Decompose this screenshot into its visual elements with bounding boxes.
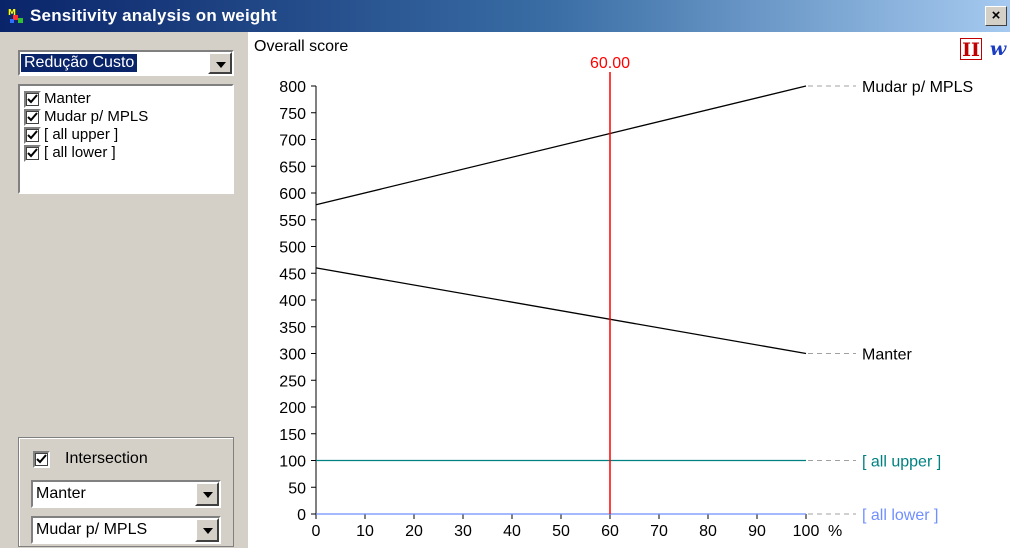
y-tick-label: 350 bbox=[279, 320, 306, 337]
checkbox-mudar[interactable] bbox=[24, 109, 41, 126]
y-tick-label: 100 bbox=[279, 454, 306, 471]
chevron-down-icon[interactable] bbox=[195, 482, 219, 506]
checkmark-icon bbox=[27, 130, 38, 140]
list-item-label: [ all upper ] bbox=[44, 126, 119, 143]
intersection-label: Intersection bbox=[65, 450, 148, 467]
series-label: Mudar p/ MPLS bbox=[862, 79, 973, 96]
checkmark-icon bbox=[27, 148, 38, 158]
title-bar: M Sensitivity analysis on weight × bbox=[0, 0, 1010, 32]
checkmark-icon bbox=[36, 454, 47, 464]
criterion-select-value: Redução Custo bbox=[21, 54, 138, 72]
x-tick-label: 40 bbox=[503, 523, 521, 540]
y-axis-title: Overall score bbox=[254, 38, 349, 55]
y-tick-label: 650 bbox=[279, 159, 306, 176]
app-icon: M bbox=[8, 8, 24, 24]
intersection-first-value: Manter bbox=[36, 485, 86, 502]
y-tick-label: 250 bbox=[279, 373, 306, 390]
x-tick-label: 80 bbox=[699, 523, 717, 540]
x-tick-label: 10 bbox=[356, 523, 374, 540]
y-tick-label: 500 bbox=[279, 240, 306, 257]
y-tick-label: 450 bbox=[279, 266, 306, 283]
intersection-second-value: Mudar p/ MPLS bbox=[36, 521, 148, 538]
toolbar-w-icon[interactable]: w bbox=[986, 38, 1010, 60]
x-tick-label: 30 bbox=[454, 523, 472, 540]
x-tick-label: 70 bbox=[650, 523, 668, 540]
series-label: [ all upper ] bbox=[862, 454, 941, 471]
series-label: Manter bbox=[862, 347, 912, 364]
series-label: [ all lower ] bbox=[862, 507, 938, 524]
intersection-second-select[interactable]: Mudar p/ MPLS bbox=[31, 516, 221, 544]
checkbox-all-lower[interactable] bbox=[24, 145, 41, 162]
left-panel: Redução Custo Manter Mudar p/ MPLS [ all… bbox=[0, 32, 248, 548]
chevron-down-icon[interactable] bbox=[208, 52, 232, 74]
y-tick-label: 750 bbox=[279, 106, 306, 123]
intersection-group: Intersection Manter Mudar p/ MPLS bbox=[18, 437, 234, 547]
chevron-down-icon[interactable] bbox=[195, 518, 219, 542]
x-tick-label: 90 bbox=[748, 523, 766, 540]
y-tick-label: 200 bbox=[279, 400, 306, 417]
y-tick-label: 600 bbox=[279, 186, 306, 203]
alternatives-list[interactable]: Manter Mudar p/ MPLS [ all upper ] [ all… bbox=[18, 84, 234, 194]
intersection-first-select[interactable]: Manter bbox=[31, 480, 221, 508]
y-tick-label: 50 bbox=[288, 480, 306, 497]
x-tick-label: 60 bbox=[601, 523, 619, 540]
x-tick-label: 0 bbox=[312, 523, 321, 540]
checkmark-icon bbox=[27, 112, 38, 122]
close-button[interactable]: × bbox=[985, 6, 1007, 26]
list-item-label: [ all lower ] bbox=[44, 144, 116, 161]
series-line bbox=[315, 85, 807, 206]
y-tick-label: 150 bbox=[279, 427, 306, 444]
x-tick-label: 100 bbox=[793, 523, 820, 540]
x-tick-label: 50 bbox=[552, 523, 570, 540]
checkbox-manter[interactable] bbox=[24, 91, 41, 108]
marker-label: 60.00 bbox=[590, 55, 630, 72]
sensitivity-chart: 0501001502002503003504004505005506006507… bbox=[279, 55, 973, 540]
y-tick-label: 700 bbox=[279, 133, 306, 150]
svg-text:M: M bbox=[8, 8, 16, 17]
y-tick-label: 300 bbox=[279, 347, 306, 364]
toolbar-bars-icon[interactable]: II bbox=[960, 38, 982, 61]
x-tick-label: 20 bbox=[405, 523, 423, 540]
intersection-checkbox[interactable] bbox=[33, 451, 50, 468]
y-tick-label: 800 bbox=[279, 79, 306, 96]
y-tick-label: 550 bbox=[279, 213, 306, 230]
checkmark-icon bbox=[27, 94, 38, 104]
x-unit-label: % bbox=[828, 523, 842, 540]
list-item-label: Mudar p/ MPLS bbox=[44, 108, 149, 125]
window-title: Sensitivity analysis on weight bbox=[30, 6, 277, 25]
y-tick-label: 400 bbox=[279, 293, 306, 310]
criterion-select[interactable]: Redução Custo bbox=[18, 50, 234, 76]
checkbox-all-upper[interactable] bbox=[24, 127, 41, 144]
y-tick-label: 0 bbox=[297, 507, 306, 524]
close-icon: × bbox=[991, 7, 1001, 24]
series-line bbox=[315, 267, 807, 355]
list-item-label: Manter bbox=[44, 90, 91, 107]
